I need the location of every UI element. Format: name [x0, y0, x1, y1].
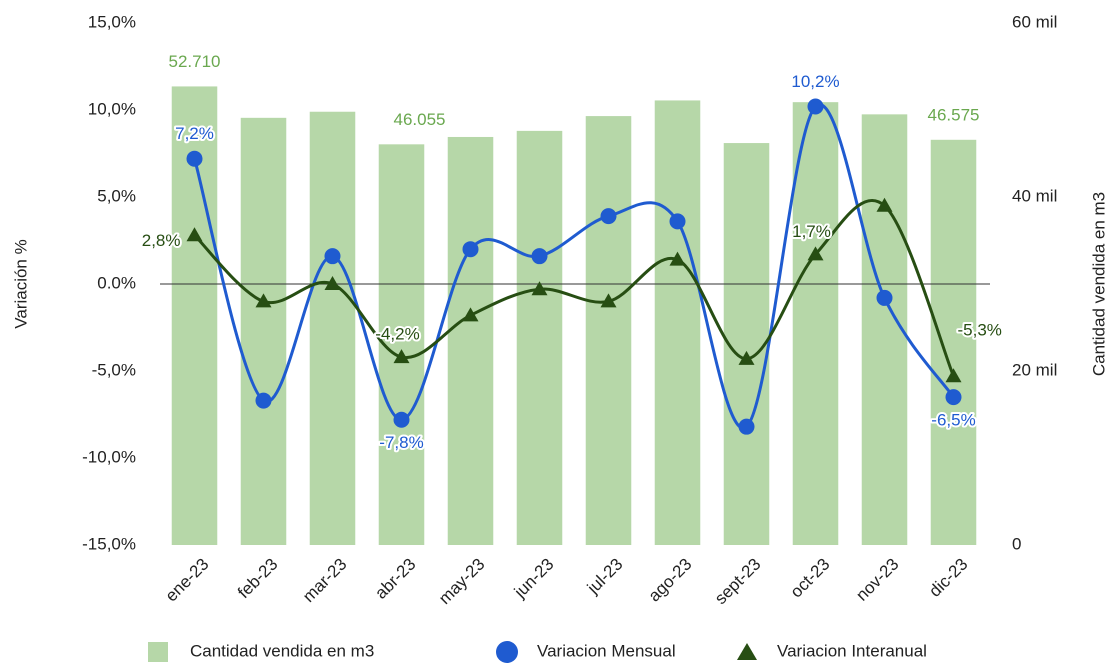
- y2-tick-label: 60 mil: [1012, 12, 1057, 31]
- x-tick-label: jul-23: [583, 555, 627, 599]
- y2-tick-label: 20 mil: [1012, 360, 1057, 379]
- marker: [393, 349, 410, 364]
- x-tick-label: abr-23: [371, 555, 419, 603]
- y-tick-label: 10,0%: [88, 99, 136, 118]
- value-label: 52.710: [169, 52, 221, 71]
- value-label: -6,5%: [931, 411, 975, 430]
- marker: [945, 389, 962, 406]
- line: [193, 198, 955, 377]
- marker: [531, 281, 548, 296]
- x-tick-label: oct-23: [787, 555, 834, 602]
- legend-swatch: [737, 643, 757, 660]
- legend-label: Cantidad vendida en m3: [190, 641, 374, 660]
- marker: [255, 392, 272, 409]
- y-tick-label: 0.0%: [97, 273, 136, 292]
- bar: [930, 139, 977, 546]
- marker: [531, 248, 548, 265]
- value-label: -7,8%: [379, 433, 423, 452]
- marker: [669, 251, 686, 266]
- legend-label: Variacion Interanual: [777, 641, 927, 660]
- marker: [600, 293, 617, 308]
- x-tick-label: jun-23: [510, 555, 558, 603]
- marker: [669, 213, 686, 230]
- bar: [309, 111, 356, 546]
- legend-swatch: [496, 641, 518, 663]
- y-axis-title: Variación %: [11, 239, 30, 328]
- x-tick-label: ene-23: [162, 555, 213, 606]
- x-tick-label: nov-23: [852, 555, 902, 605]
- y-tick-label: 5,0%: [97, 186, 136, 205]
- y-tick-label: -15,0%: [82, 534, 136, 553]
- x-tick-label: may-23: [435, 555, 489, 609]
- x-tick-label: dic-23: [925, 555, 971, 601]
- marker: [324, 248, 341, 265]
- x-tick-label: mar-23: [299, 555, 351, 607]
- value-label: 1,7%: [792, 222, 831, 241]
- marker: [462, 241, 479, 258]
- marker: [738, 350, 755, 365]
- marker: [807, 98, 824, 115]
- value-label: 7,2%: [175, 124, 214, 143]
- x-tick-label: ago-23: [645, 555, 696, 606]
- bar: [654, 100, 701, 546]
- marker: [807, 246, 824, 261]
- y-tick-label: -10,0%: [82, 447, 136, 466]
- legend-swatch: [148, 642, 168, 662]
- value-label: 2,8%: [142, 231, 181, 250]
- bar: [447, 136, 494, 545]
- marker: [186, 150, 203, 167]
- bar: [240, 117, 287, 545]
- bar: [792, 102, 839, 546]
- value-label: -4,2%: [375, 325, 419, 344]
- value-label: 10,2%: [791, 72, 839, 91]
- y-tick-label: -5,0%: [92, 360, 136, 379]
- marker: [876, 289, 893, 306]
- marker: [738, 418, 755, 435]
- bar: [723, 143, 770, 545]
- marker: [186, 227, 203, 242]
- bar: [585, 116, 632, 545]
- x-tick-label: sept-23: [711, 555, 765, 609]
- marker: [462, 307, 479, 322]
- value-label: 46.575: [928, 105, 980, 124]
- y-tick-label: 15,0%: [88, 12, 136, 31]
- bar: [516, 130, 563, 545]
- marker: [876, 197, 893, 212]
- marker: [945, 368, 962, 383]
- marker: [324, 276, 341, 290]
- marker: [393, 411, 410, 428]
- bar: [861, 114, 908, 545]
- legend-label: Variacion Mensual: [537, 641, 676, 660]
- bar: [378, 144, 425, 545]
- y2-tick-label: 0: [1012, 534, 1021, 553]
- x-tick-label: feb-23: [234, 555, 282, 603]
- value-label: -5,3%: [958, 321, 1002, 340]
- value-label: 46.055: [394, 110, 446, 129]
- y2-axis-title: Cantidad vendida en m3: [1089, 192, 1108, 376]
- line: [193, 103, 955, 430]
- marker: [255, 293, 272, 308]
- marker: [600, 208, 617, 225]
- y2-tick-label: 40 mil: [1012, 186, 1057, 205]
